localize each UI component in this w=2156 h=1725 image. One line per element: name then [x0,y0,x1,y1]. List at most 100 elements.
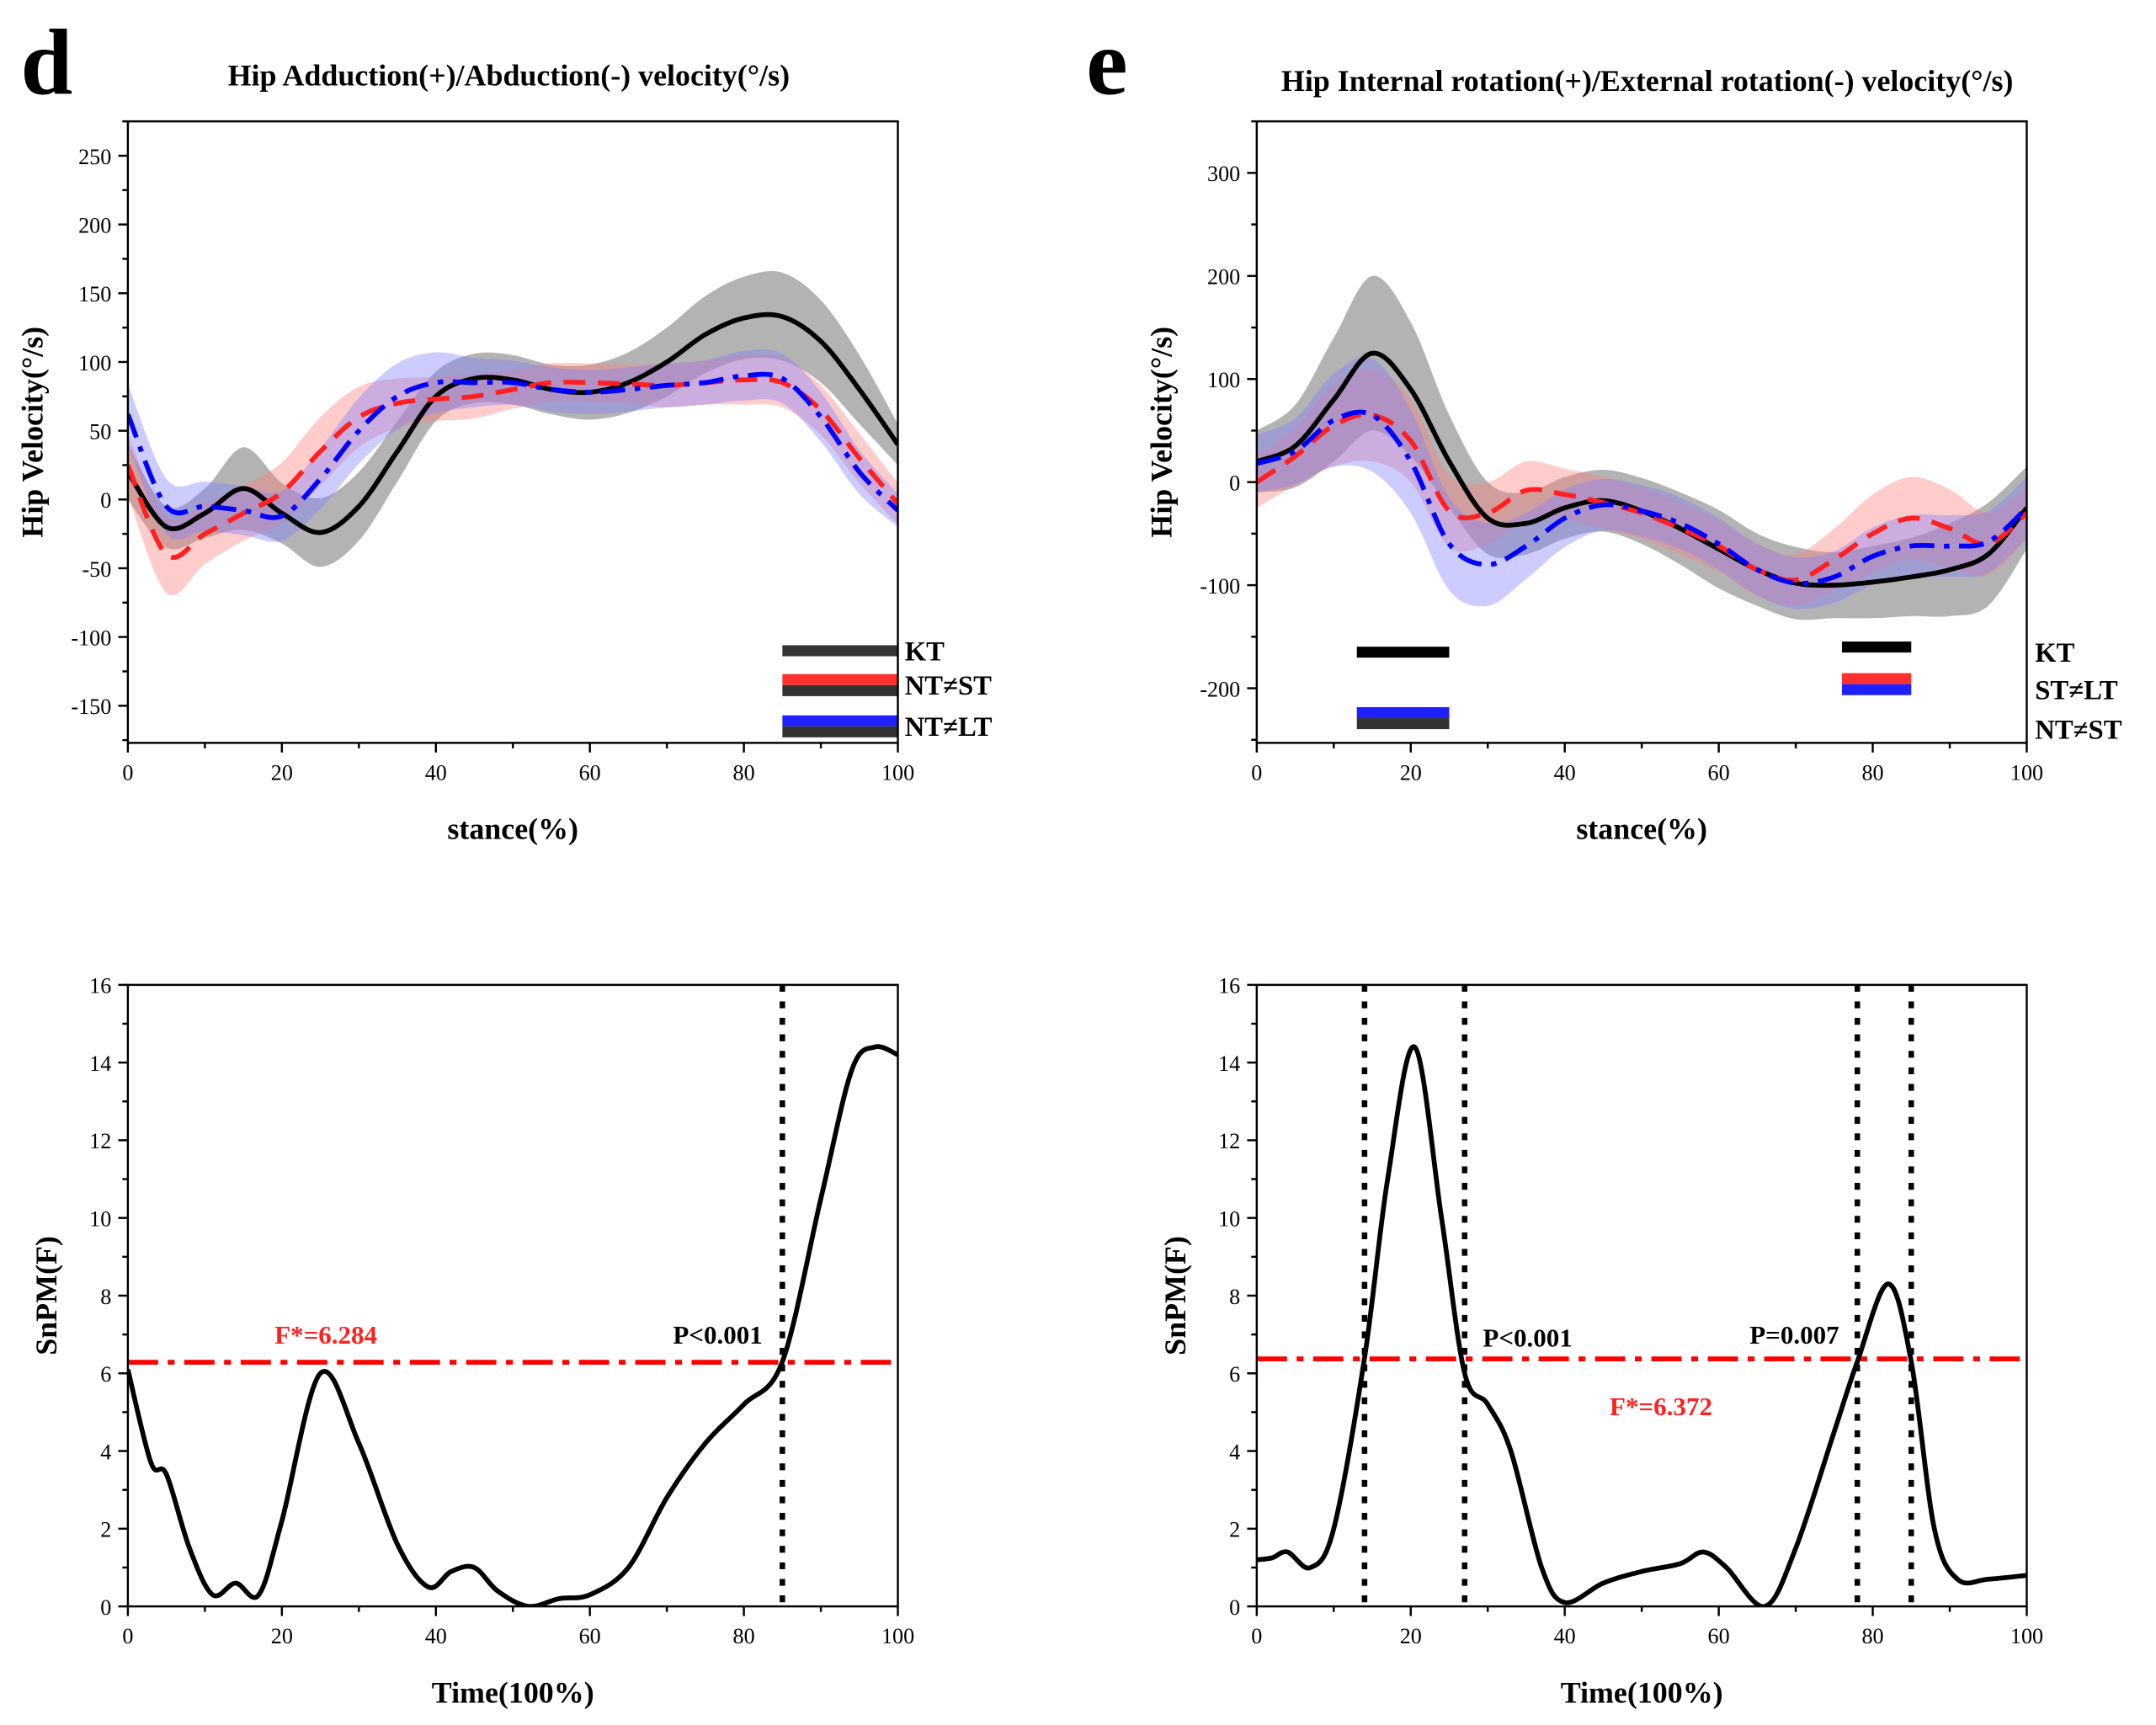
e-bottom-threshold-label: F*=6.372 [1610,1392,1712,1421]
e-bottom-x-tick-label: 60 [1708,1624,1730,1648]
e-top-significance-bar [1841,642,1912,653]
d-top-series-line-0 [127,311,898,535]
panel-letter-e: e [1086,11,1127,114]
d-top-significance-bar [782,673,898,685]
d-top-y-tick-label: 0 [100,488,111,513]
d-top-y-tick-label: 150 [78,282,111,306]
d-top-series-line-2 [127,371,898,520]
d-bottom-y-tick-label: 0 [100,1595,111,1620]
d-bottom-data-area [127,984,898,1607]
d-top-y-axis-label: Hip Velocity(°/s) [16,327,50,538]
d-bottom-y-axis-label: SnPM(F) [29,1236,63,1355]
d-top-y-tick-label: -150 [71,695,111,719]
e-top-series-line-0 [1256,350,2027,588]
e-top-significance-label-0: KT [2035,638,2074,668]
e-top-x-tick-label: 0 [1251,761,1262,785]
d-top-x-tick-label: 0 [122,761,133,785]
e-top-significance-bar [1356,706,1450,719]
d-top-significance-bar [782,726,898,737]
d-top-significance-label-1: NT≠ST [905,671,992,701]
e-bottom-y-tick-label: 16 [1218,974,1240,998]
d-top-x-axis-label: stance(%) [447,812,578,846]
d-top-y-tick-label: 200 [78,213,111,237]
d-bottom-plot: 0 20 40 60 80 100 0 2 4 6 8 10 12 14 16 Time(100%) SnPM(… [29,974,914,1710]
e-bottom-p-label-2: P=0.007 [1749,1320,1839,1350]
title-d: Hip Adduction(+)/Abduction(-) velocity(°… [228,59,790,93]
d-bottom-y-tick-label: 12 [89,1129,111,1153]
d-bottom-x-tick-label: 100 [881,1624,914,1648]
d-bottom-y-tick-label: 16 [89,974,111,998]
d-top-band-0 [127,270,898,567]
e-top-x-tick-label: 100 [2010,761,2043,785]
e-bottom-y-tick-label: 12 [1218,1129,1240,1153]
e-bottom-y-tick-label: 14 [1218,1052,1240,1076]
d-top-x-tick-label: 40 [425,761,447,785]
d-top-significance-label-0: KT [905,636,945,667]
e-top-significance-bar [1356,647,1450,658]
d-bottom-y-tick-label: 14 [89,1052,111,1076]
d-top-x-tick-label: 20 [271,761,293,785]
e-top-significance-bar [1356,718,1450,730]
d-top-significance-bar [782,684,898,696]
d-bottom-x-tick-label: 40 [425,1624,447,1648]
e-bottom-p-label-1: P<0.001 [1483,1323,1572,1352]
d-top-y-tick-label: 50 [89,419,111,444]
e-bottom-x-tick-label: 100 [2010,1624,2043,1648]
e-top-significance-bar [1841,673,1912,684]
d-top-y-tick-label: 250 [78,145,111,169]
e-bottom-y-tick-label: 4 [1229,1440,1240,1464]
d-bottom-y-tick-label: 6 [100,1362,111,1387]
e-top-x-axis-label: stance(%) [1576,812,1707,846]
panel-letter-d: d [20,11,72,114]
e-top-band-0 [1256,275,2027,620]
e-top-x-tick-label: 60 [1708,761,1730,785]
d-top-data-area [127,270,898,596]
e-bottom-data-area [1256,984,2027,1607]
d-top-significance-label-2: NT≠LT [905,712,993,743]
d-bottom-y-tick-label: 2 [100,1518,111,1542]
d-bottom-x-tick-label: 60 [579,1624,601,1648]
d-bottom-threshold-label: F*=6.284 [274,1320,377,1350]
title-e: Hip Internal rotation(+)/External rotati… [1281,64,2014,98]
e-bottom-x-tick-label: 0 [1251,1624,1262,1648]
d-top-x-tick-label: 80 [733,761,755,785]
d-top-x-tick-label: 60 [579,761,601,785]
d-top-y-tick-label: -100 [71,626,111,650]
e-bottom-y-tick-label: 6 [1229,1362,1240,1387]
d-bottom-y-tick-label: 4 [100,1440,111,1464]
e-bottom-y-tick-label: 0 [1229,1595,1240,1620]
d-bottom-x-axis-label: Time(100%) [432,1675,594,1709]
d-top-band-2 [127,349,898,542]
e-bottom-x-tick-label: 80 [1861,1624,1883,1648]
e-bottom-y-tick-label: 2 [1229,1518,1240,1542]
d-top-significance-bar [782,645,898,657]
e-top-significance-label-2: NT≠ST [2035,716,2121,746]
d-bottom-y-tick-label: 10 [89,1207,111,1232]
d-top-y-tick-label: 100 [78,351,111,375]
d-bottom-y-tick-label: 8 [100,1285,111,1309]
e-top-y-tick-label: 100 [1207,368,1240,392]
e-top-significance-label-1: ST≠LT [2035,676,2118,706]
e-bottom-plot: 0 20 40 60 80 100 0 2 4 6 8 10 12 14 16 Time(100%) SnPM(… [1158,974,2043,1710]
e-top-y-tick-label: 200 [1207,265,1240,290]
d-bottom-x-tick-label: 20 [271,1624,293,1648]
d-top-band-1 [127,354,898,596]
e-bottom-y-tick-label: 10 [1218,1207,1240,1232]
e-top-x-tick-label: 80 [1861,761,1883,785]
e-bottom-x-tick-label: 20 [1400,1624,1422,1648]
e-top-plot: KT ST≠LT NT≠ST 0 20 40 60 80 100 -200 -100 0 100 200 3… [1145,120,2122,846]
d-bottom-p-label: P<0.001 [673,1320,762,1350]
e-bottom-y-tick-label: 8 [1229,1285,1240,1309]
e-top-series-line-2 [1256,409,2027,586]
d-top-series-line-1 [127,376,898,560]
d-bottom-x-tick-label: 80 [733,1624,755,1648]
e-top-y-tick-label: 300 [1207,162,1240,186]
d-top-plot: KT NT≠ST NT≠LT 0 20 40 60 80 100 -150 -100 -50 0 50 10… [16,120,993,846]
e-top-data-area [1256,275,2027,620]
e-top-x-tick-label: 20 [1400,761,1422,785]
e-top-y-tick-label: -100 [1200,574,1240,599]
d-top-x-tick-label: 100 [881,761,914,785]
d-bottom-x-tick-label: 0 [122,1624,133,1648]
e-top-y-tick-label: 0 [1229,471,1240,495]
